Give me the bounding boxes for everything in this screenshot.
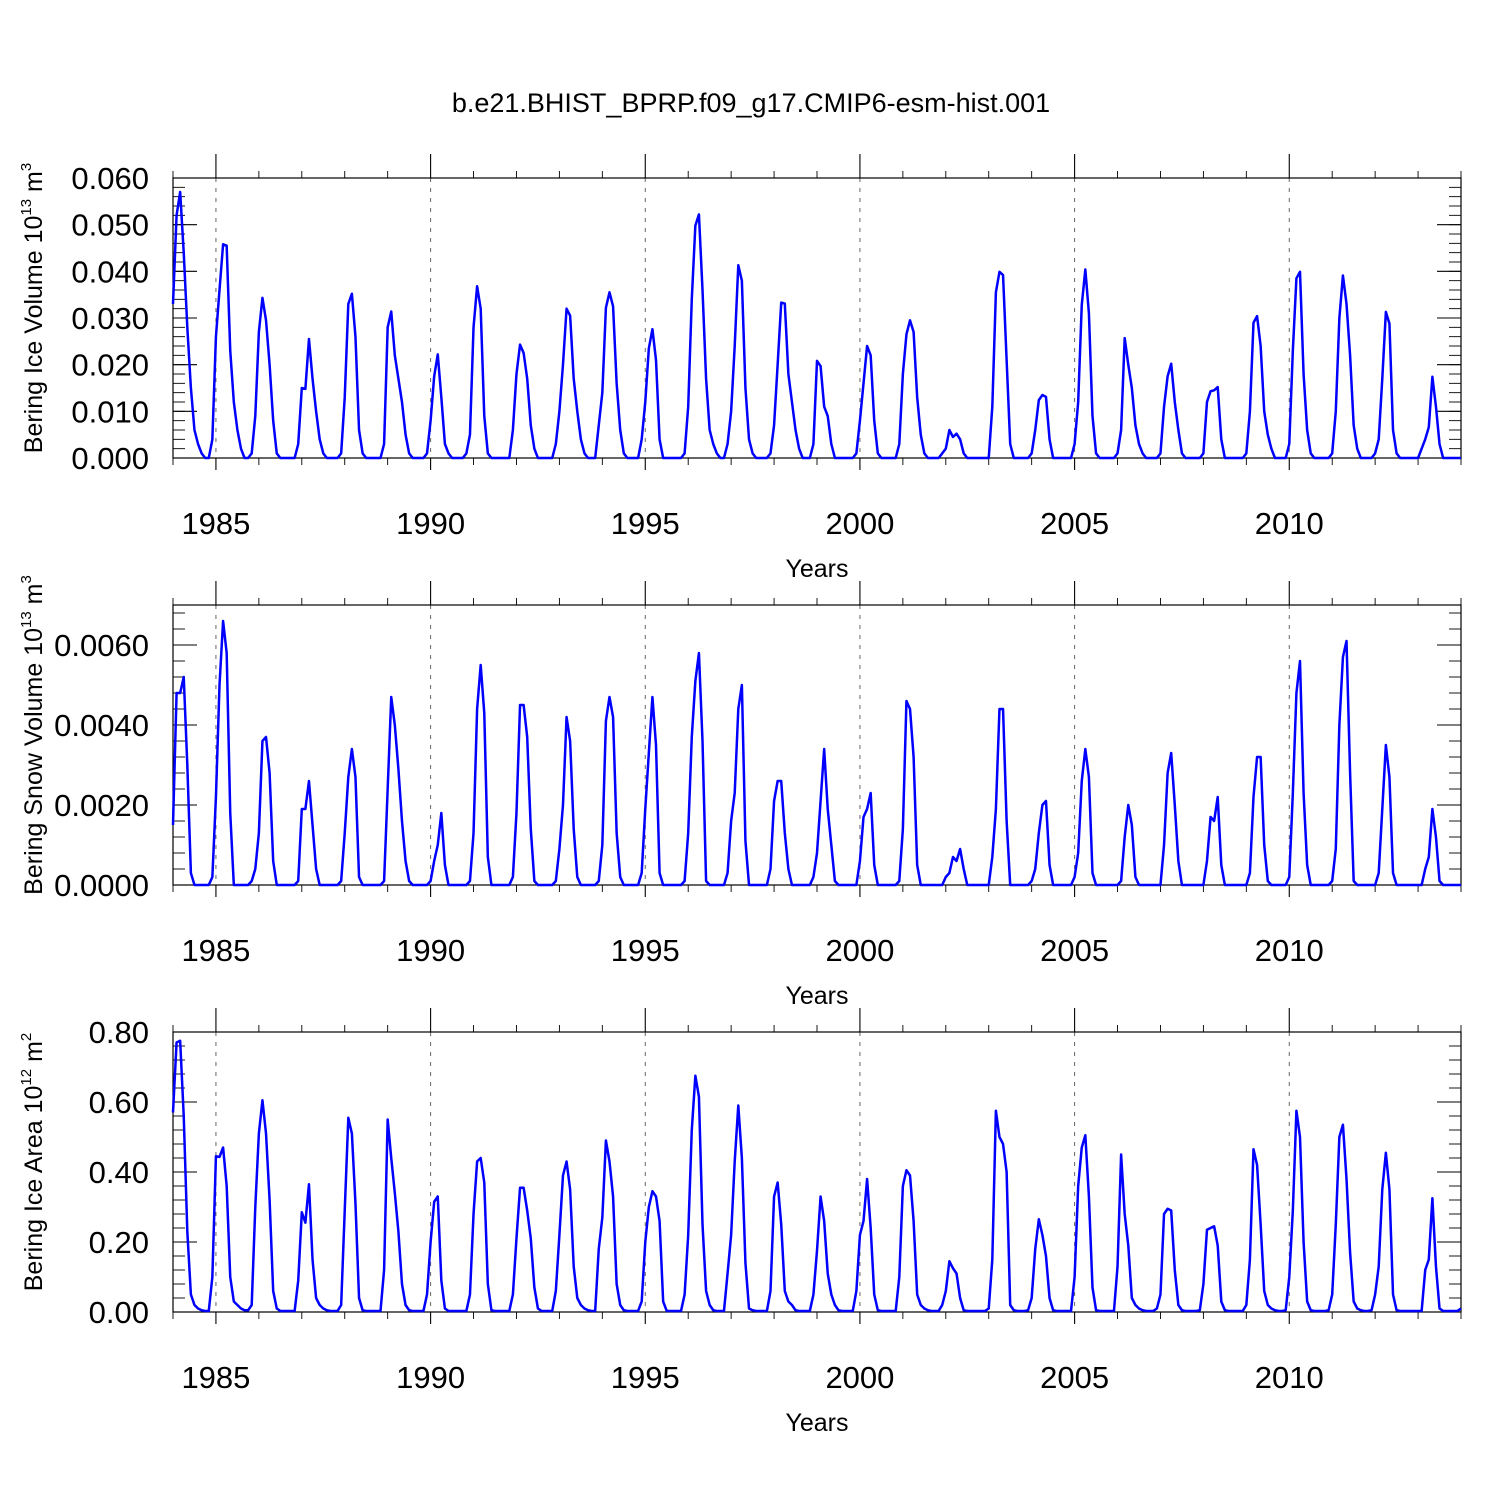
y-tick-label: 0.040: [71, 254, 149, 289]
x-tick-label: 1990: [396, 506, 465, 541]
x-tick-label: 2000: [825, 506, 894, 541]
x-tick-label: 1990: [396, 1360, 465, 1395]
x-tick-label: 2005: [1040, 933, 1109, 968]
x-axis-label: Years: [785, 1409, 848, 1437]
x-tick-label: 2005: [1040, 1360, 1109, 1395]
x-tick-label: 2005: [1040, 506, 1109, 541]
x-tick-label: 2010: [1255, 506, 1324, 541]
x-tick-label: 1995: [611, 933, 680, 968]
x-tick-label: 1995: [611, 1360, 680, 1395]
plot-frame: [172, 1031, 1462, 1313]
y-tick-label: 0.40: [89, 1155, 149, 1190]
y-tick-label: 0.020: [71, 348, 149, 383]
y-tick-label: 0.00: [89, 1295, 149, 1330]
y-tick-label: 0.0060: [54, 628, 149, 663]
y-tick-label: 0.0020: [54, 788, 149, 823]
x-tick-label: 2000: [825, 933, 894, 968]
x-tick-label: 2010: [1255, 933, 1324, 968]
y-tick-label: 0.050: [71, 208, 149, 243]
y-tick-label: 0.60: [89, 1085, 149, 1120]
y-axis-label: Bering Ice Area 1012 m2: [18, 1033, 48, 1292]
x-tick-label: 1985: [181, 1360, 250, 1395]
plot-frame: [172, 177, 1462, 459]
y-tick-label: 0.010: [71, 394, 149, 429]
figure-title: b.e21.BHIST_BPRP.f09_g17.CMIP6-esm-hist.…: [452, 88, 1050, 118]
ice-area-panel: 1985 1990 1995 2000 2005 2010 0.00 0.20 0.40 0.60…: [18, 1008, 1462, 1437]
x-tick-label: 1990: [396, 933, 465, 968]
ice-volume-panel: 1985 1990 1995 2000 2005 2010 0.000 0.010 0.020 0…: [18, 154, 1462, 583]
y-tick-label: 0.0040: [54, 708, 149, 743]
y-axis-label: Bering Ice Volume 1013 m3: [18, 163, 48, 453]
y-tick-label: 0.20: [89, 1225, 149, 1260]
x-axis-label: Years: [785, 555, 848, 583]
y-tick-label: 0.0000: [54, 868, 149, 903]
x-tick-label: 1995: [611, 506, 680, 541]
data-line: [171, 1039, 1462, 1313]
x-tick-label: 1985: [181, 933, 250, 968]
y-tick-label: 0.80: [89, 1015, 149, 1050]
x-tick-label: 1985: [181, 506, 250, 541]
x-axis-label: Years: [785, 982, 848, 1010]
y-tick-label: 0.030: [71, 301, 149, 336]
y-tick-label: 0.060: [71, 161, 149, 196]
data-line: [171, 619, 1461, 887]
x-tick-label: 2000: [825, 1360, 894, 1395]
y-axis-label: Bering Snow Volume 1013 m3: [18, 575, 48, 895]
x-tick-label: 2010: [1255, 1360, 1324, 1395]
snow-volume-panel: 1985 1990 1995 2000 2005 2010 0.0000 0.0020 0.00…: [18, 575, 1462, 1010]
data-line: [171, 190, 1461, 460]
y-tick-label: 0.000: [71, 441, 149, 476]
